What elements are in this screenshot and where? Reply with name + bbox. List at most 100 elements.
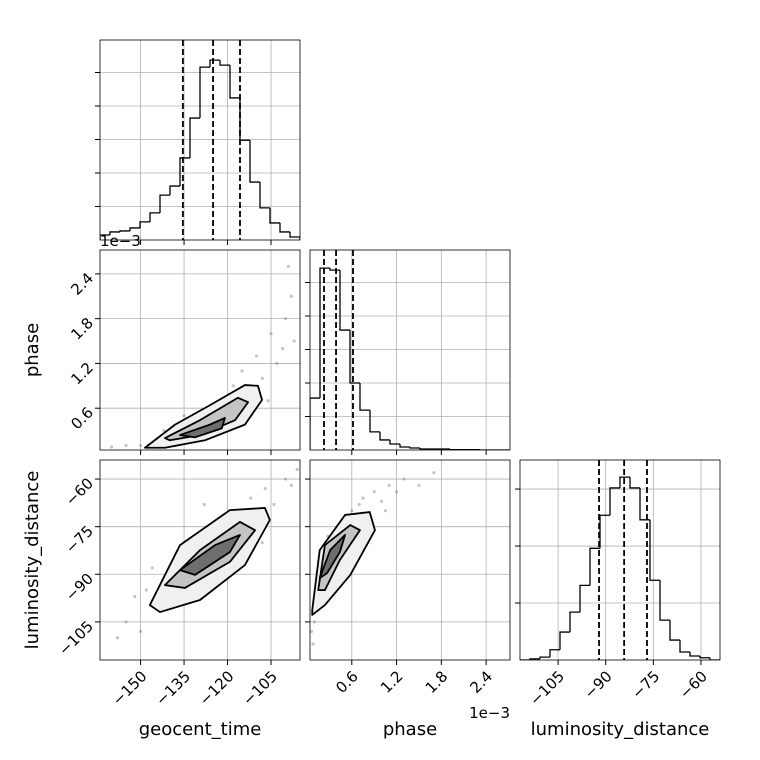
panel: −105 −90 −75 −60 luminosity_distance xyxy=(515,459,721,740)
hist-step xyxy=(119,230,130,232)
sample-point xyxy=(417,483,421,487)
x-tick-label: −105 xyxy=(526,667,568,709)
hist-step xyxy=(599,514,610,549)
hist-step xyxy=(369,410,380,433)
contour xyxy=(164,396,250,442)
hist-step xyxy=(659,580,670,621)
hist-step xyxy=(249,140,260,183)
hist-step xyxy=(319,267,330,399)
panel xyxy=(95,39,301,245)
sample-point xyxy=(286,264,291,269)
hist-step xyxy=(349,330,360,384)
hist-step xyxy=(239,97,250,141)
hist-step xyxy=(389,439,400,445)
sample-point xyxy=(138,443,143,448)
x-tick-label: −75 xyxy=(628,667,663,702)
hist-step xyxy=(569,611,580,633)
sample-point xyxy=(289,294,293,298)
hist-step xyxy=(169,185,180,196)
hist-step xyxy=(669,620,680,641)
sample-point xyxy=(138,629,143,634)
x-axis-label: geocent_time xyxy=(139,719,262,740)
plot-area xyxy=(100,250,300,450)
sample-point xyxy=(260,376,264,380)
contour xyxy=(317,524,361,592)
frame xyxy=(99,249,301,451)
y-tick-label: −60 xyxy=(62,474,97,509)
hist-step xyxy=(100,234,110,240)
hist-step xyxy=(579,584,590,613)
x-tick-label: −135 xyxy=(152,667,194,709)
hist-step xyxy=(679,640,690,653)
sample-point xyxy=(289,483,293,487)
sample-point xyxy=(124,443,128,448)
sample-point xyxy=(312,620,317,624)
hist-step xyxy=(709,657,720,660)
y-axis-label: phase xyxy=(22,323,43,377)
x-tick-label: 1.8 xyxy=(422,667,452,697)
hist-step xyxy=(310,397,320,450)
x-axis-label: phase xyxy=(383,719,437,740)
x-tick-label: 2.4 xyxy=(467,667,497,697)
sample-point xyxy=(283,477,288,481)
y-axis-label: luminosity_distance xyxy=(22,471,43,650)
sample-point xyxy=(150,566,154,570)
sample-point xyxy=(260,540,264,545)
sample-point xyxy=(115,636,119,640)
sample-point xyxy=(394,490,399,494)
frame xyxy=(309,459,511,661)
x-tick-label: −150 xyxy=(109,667,151,709)
hist-step xyxy=(449,448,460,450)
panel: 0.6 1.2 1.8 2.4 phase 1e−3 xyxy=(305,459,511,740)
sample-point xyxy=(275,361,279,366)
sample-point xyxy=(281,346,285,351)
contour xyxy=(144,384,263,449)
x-tick-label: −105 xyxy=(239,667,281,709)
sample-point xyxy=(292,339,296,343)
hist-step xyxy=(129,227,140,231)
y-tick-label: −75 xyxy=(62,522,97,557)
hist-step xyxy=(629,477,640,489)
y-offset-label: 1e−3 xyxy=(100,232,141,250)
contour xyxy=(318,534,346,579)
x-tick-label: −120 xyxy=(196,667,238,709)
sample-point xyxy=(372,490,376,494)
frame xyxy=(99,39,301,241)
hist-step xyxy=(329,268,340,271)
sample-point xyxy=(202,502,206,507)
hist-step xyxy=(549,649,560,658)
hist-step xyxy=(109,231,120,235)
plot-area xyxy=(100,40,300,240)
hist-step xyxy=(539,656,550,659)
hist-step xyxy=(639,487,650,521)
hist-step xyxy=(619,476,630,488)
sample-point xyxy=(432,471,436,475)
y-tick-label: 1.8 xyxy=(67,314,97,344)
sample-point xyxy=(402,477,406,481)
panel xyxy=(305,249,511,455)
sample-point xyxy=(162,428,166,433)
sample-point xyxy=(357,502,361,507)
sample-point xyxy=(124,620,128,624)
sample-point xyxy=(383,509,387,513)
sample-point xyxy=(144,588,148,592)
contour xyxy=(179,417,226,439)
hist-step xyxy=(269,207,280,224)
sample-point xyxy=(269,331,273,336)
sample-point xyxy=(249,496,253,500)
hist-step xyxy=(559,631,570,650)
sample-point xyxy=(263,486,267,491)
hist-step xyxy=(379,431,390,441)
hist-step xyxy=(209,59,220,68)
contour xyxy=(311,511,376,616)
sample-point xyxy=(231,384,235,388)
hist-step xyxy=(289,231,300,240)
x-tick-label: 0.6 xyxy=(332,667,362,697)
sample-point xyxy=(380,499,384,503)
hist-step xyxy=(189,117,200,158)
plot-area xyxy=(520,460,720,660)
hist-step xyxy=(139,221,150,228)
plot-area xyxy=(100,460,300,660)
frame xyxy=(519,459,721,661)
